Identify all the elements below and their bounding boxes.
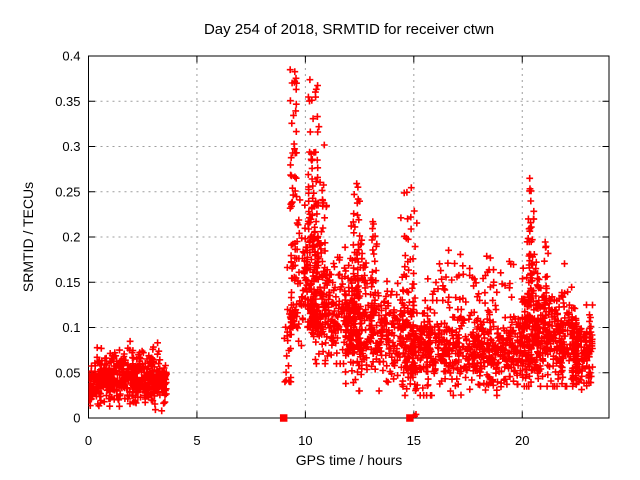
event-marker-square: [406, 414, 414, 422]
y-tick-label: 0.35: [55, 94, 80, 109]
chart-title: Day 254 of 2018, SRMTID for receiver ctw…: [203, 21, 495, 38]
x-tick-label: 0: [85, 433, 92, 448]
y-tick-label: 0.15: [55, 275, 80, 290]
x-axis-label: GPS time / hours: [295, 452, 403, 468]
event-marker-square: [279, 414, 288, 422]
x-tick-label: 5: [193, 433, 200, 448]
x-tick-label: 10: [298, 433, 312, 448]
y-tick-label: 0.3: [62, 139, 80, 154]
y-tick-label: 0: [73, 411, 80, 426]
x-tick-label: 15: [407, 433, 421, 448]
y-axis-label: SRMTID / TECUs: [20, 181, 36, 293]
y-tick-label: 0.1: [62, 320, 80, 335]
y-tick-label: 0.4: [62, 49, 80, 64]
y-tick-label: 0.05: [55, 365, 80, 380]
y-tick-label: 0.25: [55, 184, 80, 199]
scatter-points: [88, 66, 596, 418]
x-tick-label: 20: [515, 433, 529, 448]
y-tick-label: 0.2: [62, 230, 80, 245]
